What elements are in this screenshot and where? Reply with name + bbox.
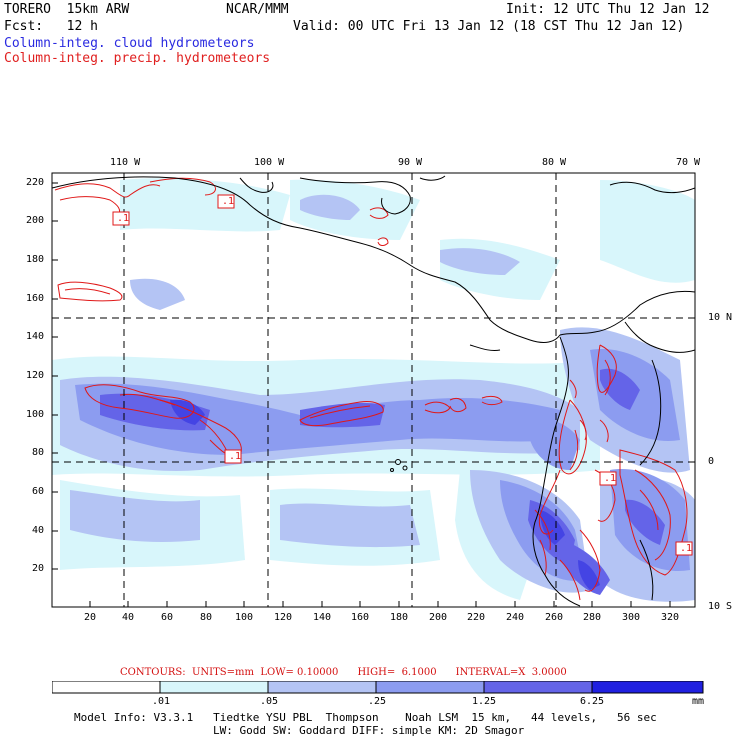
y-tick: 140	[26, 331, 45, 342]
init-time: Init: 12 UTC Thu 12 Jan 12	[506, 2, 710, 17]
contour-label: .1	[680, 543, 693, 554]
x-tick: 240	[506, 612, 525, 623]
lat-label: 10 N	[708, 312, 733, 323]
lon-label: 80 W	[542, 157, 567, 168]
precip-contours	[54, 177, 688, 601]
precip-field-title: Column-integ. precip. hydrometeors	[4, 51, 271, 66]
x-tick: 280	[583, 612, 602, 623]
y-tick: 100	[26, 409, 45, 420]
model-label: TORERO 15km ARW	[4, 2, 130, 17]
colorbar-units: mm	[692, 696, 705, 707]
y-tick: 220	[26, 177, 45, 188]
x-tick: 140	[313, 612, 332, 623]
physics-info: LW: Godd SW: Goddard DIFF: simple KM: 2D…	[213, 724, 525, 737]
colorbar-label: 1.25	[472, 696, 497, 707]
x-tick: 300	[622, 612, 641, 623]
cloud-field-title: Column-integ. cloud hydrometeors	[4, 36, 255, 51]
contour-label: .1	[604, 473, 617, 484]
x-tick: 20	[84, 612, 97, 623]
lon-label: 100 W	[254, 157, 285, 168]
colorbar-label: .01	[152, 696, 171, 707]
contour-label: .1	[229, 451, 242, 462]
frame-ticks	[52, 182, 671, 607]
x-tick: 200	[429, 612, 448, 623]
lon-label: 110 W	[110, 157, 141, 168]
y-tick: 40	[32, 525, 45, 536]
center-label: NCAR/MMM	[226, 2, 289, 17]
y-tick: 180	[26, 254, 45, 265]
x-tick: 160	[351, 612, 370, 623]
y-tick: 160	[26, 293, 45, 304]
lat-label: 10 S	[708, 601, 733, 612]
contour-info: CONTOURS: UNITS=mm LOW= 0.10000 HIGH= 6.…	[120, 667, 567, 678]
x-tick: 40	[122, 612, 135, 623]
graticule	[52, 173, 695, 607]
contour-label: .1	[222, 196, 235, 207]
valid-time: Valid: 00 UTC Fri 13 Jan 12 (18 CST Thu …	[293, 19, 685, 34]
contour-label: .1	[117, 213, 130, 224]
x-tick: 100	[235, 612, 254, 623]
colorbar-label: .25	[368, 696, 387, 707]
y-tick: 80	[32, 447, 45, 458]
x-tick: 320	[661, 612, 680, 623]
coastlines	[52, 175, 695, 607]
cloud-shading	[52, 178, 695, 602]
y-tick: 200	[26, 215, 45, 226]
x-tick: 180	[390, 612, 409, 623]
x-tick: 220	[467, 612, 486, 623]
colorbar	[52, 681, 704, 694]
x-tick: 80	[200, 612, 213, 623]
model-info: Model Info: V3.3.1 Tiedtke YSU PBL Thomp…	[74, 711, 657, 724]
map-frame	[51, 172, 696, 608]
x-tick: 60	[161, 612, 174, 623]
contour-label-boxes	[112, 194, 693, 556]
y-tick: 60	[32, 486, 45, 497]
lon-label: 90 W	[398, 157, 423, 168]
lon-label: 70 W	[676, 157, 701, 168]
y-tick: 120	[26, 370, 45, 381]
x-tick: 120	[274, 612, 293, 623]
colorbar-label: .05	[260, 696, 279, 707]
colorbar-label: 6.25	[580, 696, 605, 707]
x-tick: 260	[545, 612, 564, 623]
y-tick: 20	[32, 563, 45, 574]
forecast-hour: Fcst: 12 h	[4, 19, 98, 34]
lat-label: 0	[708, 456, 715, 467]
